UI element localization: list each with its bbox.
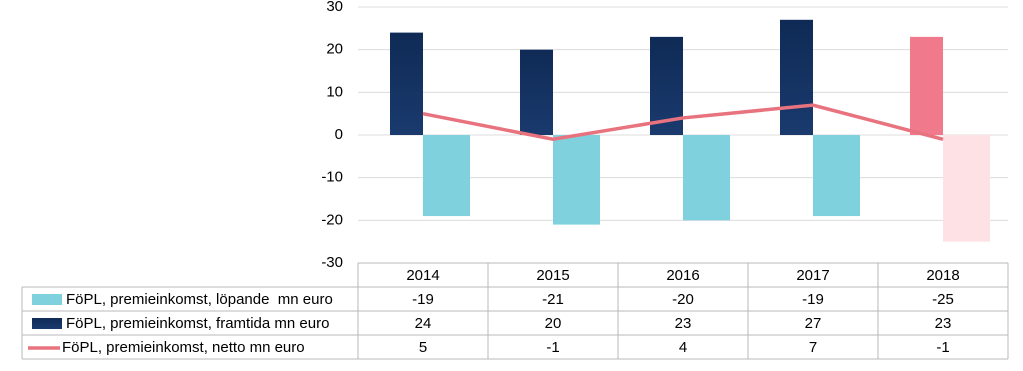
table-value: 20 (545, 315, 562, 332)
bar (423, 135, 470, 217)
table-value: 4 (679, 339, 687, 356)
y-tick-label: -20 (321, 211, 343, 228)
table-value: -19 (412, 291, 434, 308)
bar (390, 32, 423, 135)
bar (553, 135, 600, 225)
table-value: 7 (809, 339, 817, 356)
bar (683, 135, 730, 221)
legend-label: FöPL, premieinkomst, löpande mn euro (66, 291, 333, 308)
table-value: 23 (935, 315, 952, 332)
y-tick-label: 10 (326, 83, 343, 100)
y-tick-label: 0 (335, 126, 343, 143)
legend-label: FöPL, premieinkomst, netto mn euro (62, 339, 305, 356)
bar (780, 19, 813, 135)
table-value: 24 (415, 315, 432, 332)
table-value: -1 (546, 339, 559, 356)
line-series (422, 103, 944, 142)
y-tick-label: -30 (321, 254, 343, 271)
table-value: 27 (805, 315, 822, 332)
x-tick-label: 2016 (666, 267, 699, 284)
legend-label: FöPL, premieinkomst, framtida mn euro (66, 315, 329, 332)
x-tick-label: 2014 (406, 267, 439, 284)
table-value: -20 (672, 291, 694, 308)
y-tick-label: 30 (326, 0, 343, 15)
table-value: 5 (419, 339, 427, 356)
x-tick-label: 2015 (536, 267, 569, 284)
table-value: -1 (936, 339, 949, 356)
table-value: 23 (675, 315, 692, 332)
y-tick-label: -10 (321, 169, 343, 186)
table-value: -21 (542, 291, 564, 308)
legend-swatch (32, 294, 62, 305)
bar (520, 49, 553, 135)
bar (943, 135, 990, 242)
bar (813, 135, 860, 217)
table-value: -25 (932, 291, 954, 308)
table-value: -19 (802, 291, 824, 308)
x-tick-label: 2017 (796, 267, 829, 284)
x-tick-label: 2018 (926, 267, 959, 284)
bar (910, 36, 943, 135)
y-tick-label: 20 (326, 41, 343, 58)
legend-swatch (32, 318, 62, 329)
